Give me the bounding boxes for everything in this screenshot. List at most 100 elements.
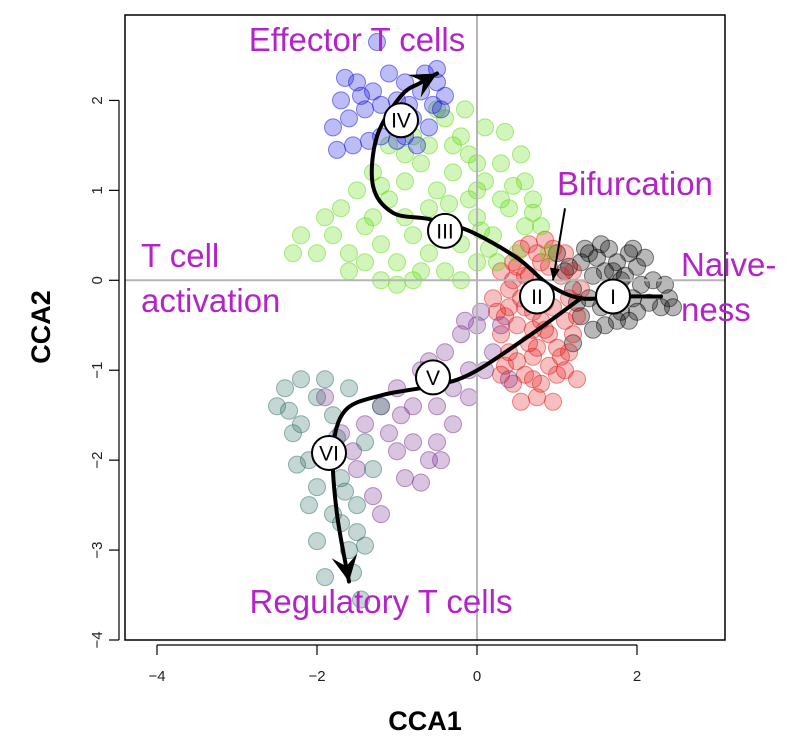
cell-point-4 [452,325,470,344]
cell-point-3 [332,91,350,110]
cell-point-4 [356,415,374,434]
x-tick-label: 0 [473,668,481,685]
cell-point-2 [504,176,522,195]
stage-marker-VI: VI [311,434,347,471]
cell-point-4 [436,343,454,362]
cell-point-4 [348,460,366,479]
annotation-2: T cell activation [141,237,280,319]
cell-point-2 [324,226,342,245]
cell-point-2 [436,262,454,281]
cell-point-1 [524,347,542,366]
cell-point-1 [544,392,562,411]
cell-point-2 [444,136,462,155]
cell-point-3 [344,136,362,155]
cell-point-1 [500,298,518,317]
cell-point-5 [356,433,374,452]
cell-point-2 [340,262,358,281]
cell-point-2 [348,181,366,200]
cell-point-2 [316,208,334,227]
cell-point-1 [528,338,546,357]
stage-circle [519,278,555,315]
cell-point-4 [460,388,478,407]
trajectory-arrowhead-0 [408,73,437,98]
cell-point-0 [580,244,598,263]
cell-point-1 [524,370,542,389]
cell-point-2 [396,145,414,164]
cell-point-4 [404,433,422,452]
stage-label: I [610,286,616,309]
cell-point-3 [372,95,390,114]
cell-point-2 [476,118,494,137]
cell-point-3 [424,95,442,114]
cell-point-5 [292,415,310,434]
cell-point-1 [488,302,506,321]
cell-point-0 [624,239,642,258]
cell-point-5 [372,397,390,416]
cell-point-1 [552,347,570,366]
cell-point-5 [300,496,318,515]
cell-point-1 [548,338,566,357]
cell-point-4 [412,473,430,492]
cell-point-3 [352,86,370,105]
y-tick-label: −2 [89,452,106,469]
cell-point-5 [280,401,298,420]
y-axis-title: CCA2 [26,290,56,364]
y-tick-label: 1 [89,186,106,194]
cell-point-3 [324,118,342,137]
cell-point-2 [396,172,414,191]
cell-point-1 [512,392,530,411]
cell-point-2 [524,190,542,209]
cell-point-2 [412,262,430,281]
cell-point-1 [528,388,546,407]
stage-marker-III: III [427,212,463,249]
cell-point-1 [556,361,574,380]
cell-point-4 [500,370,518,389]
cell-point-5 [316,568,334,587]
trajectory-line-1 [330,296,583,584]
cell-point-5 [276,379,294,398]
cell-point-4 [444,415,462,434]
cell-point-2 [492,154,510,173]
cell-point-2 [412,154,430,173]
cell-point-2 [292,226,310,245]
cell-point-0 [592,235,610,254]
cell-point-2 [388,253,406,272]
cell-point-5 [316,370,334,389]
axes: −4 −2 0 2 −4 −3 −2 −1 0 1 2 [89,96,641,685]
cell-point-4 [428,433,446,452]
cell-point-2 [540,244,558,263]
annotation-0: Effector T cells [249,21,465,58]
cell-point-5 [268,397,286,416]
cell-point-0 [628,302,646,321]
y-tick-label: −1 [89,362,106,379]
cell-point-1 [508,316,526,335]
cell-point-0 [584,320,602,339]
cell-point-0 [640,293,658,312]
cell-point-0 [596,316,614,335]
cell-point-1 [496,356,514,375]
cell-point-2 [308,244,326,263]
cell-point-5 [308,478,326,497]
cell-point-2 [524,203,542,222]
cell-point-2 [496,122,514,141]
cell-point-4 [380,424,398,443]
stage-label: II [531,286,543,309]
cell-point-5 [336,482,354,501]
cell-point-2 [512,145,530,164]
stage-marker-IV: IV [383,102,419,139]
stage-circle [595,278,631,315]
annotations: Effector T cells Bifurcation T cell activat… [141,21,776,620]
cell-point-3 [348,73,366,92]
cell-point-2 [460,190,478,209]
stage-circle [415,359,451,396]
stage-label: VI [319,442,339,465]
stage-circle [311,434,347,471]
x-tick-label: −4 [148,668,165,685]
cell-point-2 [444,163,462,182]
stage-label: IV [391,110,411,133]
x-axis-title: CCA1 [388,706,462,736]
y-tick-label: −3 [89,542,106,559]
cell-point-1 [540,325,558,344]
